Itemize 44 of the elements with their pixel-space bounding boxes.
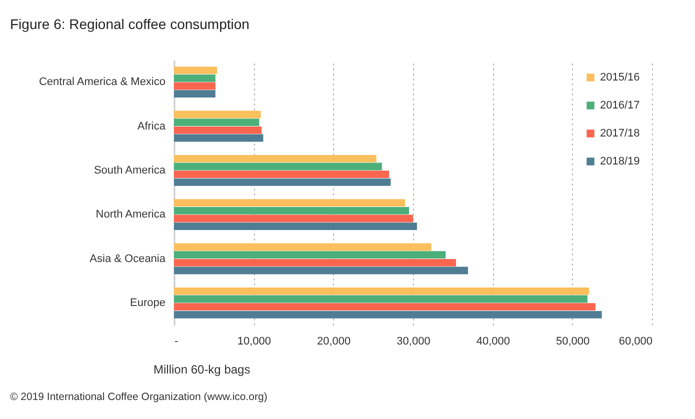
x-tick-label: 30,000 <box>396 336 430 348</box>
bar <box>174 110 261 118</box>
bar <box>174 154 376 162</box>
y-tick-label: Africa <box>137 120 166 132</box>
bar <box>174 214 413 222</box>
bar <box>174 126 262 134</box>
y-tick-label: Central America & Mexico <box>38 76 166 88</box>
legend-label: 2016/17 <box>600 100 640 112</box>
bar <box>174 222 417 230</box>
bar <box>174 178 391 186</box>
x-tick-label: 10,000 <box>237 336 271 348</box>
legend-label: 2018/19 <box>600 156 640 168</box>
chart-title: Figure 6: Regional coffee consumption <box>10 16 250 32</box>
y-tick-label: North America <box>96 208 166 221</box>
bar <box>174 243 432 251</box>
bar <box>174 82 216 90</box>
bar <box>174 266 468 274</box>
text: © 2019 International Coffee Organization (www.ico.org) <box>10 391 268 403</box>
bar <box>174 303 596 311</box>
x-tick-label: 50,000 <box>556 336 590 348</box>
bar <box>174 170 390 178</box>
bar <box>174 162 382 170</box>
bar <box>174 199 406 207</box>
bar <box>174 295 588 303</box>
bar <box>174 90 216 98</box>
bar <box>174 74 216 82</box>
bar <box>174 310 602 318</box>
y-tick-label: Europe <box>130 296 166 309</box>
bar <box>174 287 590 295</box>
legend-label: 2015/16 <box>600 72 640 84</box>
bar <box>174 66 218 74</box>
legend-label: 2017/18 <box>600 128 640 140</box>
x-tick-label: - <box>174 336 178 348</box>
x-tick-label: 40,000 <box>476 336 510 348</box>
bar <box>174 258 456 266</box>
bar <box>174 118 260 126</box>
y-tick-label: South America <box>94 164 166 176</box>
x-tick-label: 60,000 <box>618 336 652 348</box>
bar <box>174 251 446 259</box>
x-tick-label: 20,000 <box>317 336 351 348</box>
x-axis-title: Million 60-kg bags <box>154 362 250 376</box>
bar <box>174 134 264 142</box>
y-tick-label: Asia & Oceania <box>90 252 166 265</box>
bar <box>174 206 410 214</box>
